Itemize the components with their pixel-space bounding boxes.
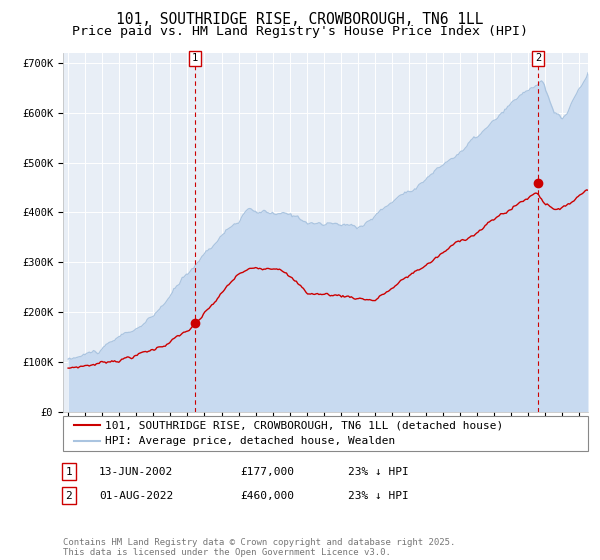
Text: £460,000: £460,000 bbox=[240, 491, 294, 501]
Text: Price paid vs. HM Land Registry's House Price Index (HPI): Price paid vs. HM Land Registry's House … bbox=[72, 25, 528, 38]
Text: 2: 2 bbox=[535, 53, 541, 63]
FancyBboxPatch shape bbox=[63, 416, 588, 451]
Text: 1: 1 bbox=[65, 466, 73, 477]
Text: 101, SOUTHRIDGE RISE, CROWBOROUGH, TN6 1LL (detached house): 101, SOUTHRIDGE RISE, CROWBOROUGH, TN6 1… bbox=[105, 421, 503, 431]
Text: 101, SOUTHRIDGE RISE, CROWBOROUGH, TN6 1LL: 101, SOUTHRIDGE RISE, CROWBOROUGH, TN6 1… bbox=[116, 12, 484, 27]
Text: 2: 2 bbox=[65, 491, 73, 501]
Text: 23% ↓ HPI: 23% ↓ HPI bbox=[348, 491, 409, 501]
Text: £177,000: £177,000 bbox=[240, 466, 294, 477]
Text: 1: 1 bbox=[192, 53, 198, 63]
Text: 13-JUN-2002: 13-JUN-2002 bbox=[99, 466, 173, 477]
Text: HPI: Average price, detached house, Wealden: HPI: Average price, detached house, Weal… bbox=[105, 436, 395, 446]
Text: 01-AUG-2022: 01-AUG-2022 bbox=[99, 491, 173, 501]
Text: Contains HM Land Registry data © Crown copyright and database right 2025.
This d: Contains HM Land Registry data © Crown c… bbox=[63, 538, 455, 557]
Text: 23% ↓ HPI: 23% ↓ HPI bbox=[348, 466, 409, 477]
